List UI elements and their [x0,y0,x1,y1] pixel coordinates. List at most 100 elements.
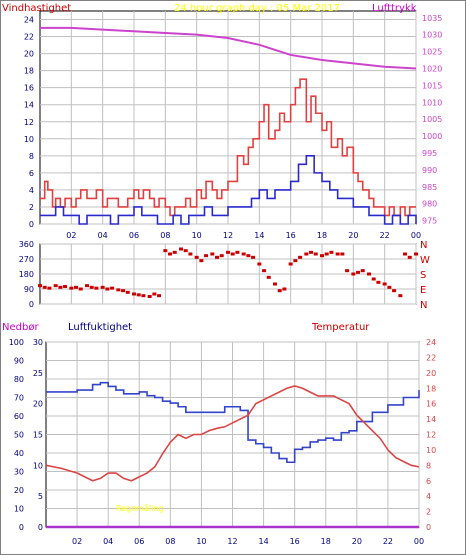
direction-point [58,285,63,289]
direction-point [199,259,204,263]
direction-point [125,290,130,294]
direction-point [168,252,173,256]
wind-speed-tick: 12 [24,118,34,127]
wind-time-tick: 16 [286,231,296,240]
wind-time-tick: 20 [348,231,358,240]
compass-label: N [420,300,427,311]
direction-point [42,285,47,289]
direction-point [277,289,282,293]
wind-speed-axis-label: Vindhastighet [2,3,71,14]
compass-label: E [420,285,426,296]
temperature-tick: 14 [426,415,436,424]
direction-point [210,252,215,256]
nedbor-tick: 100 [9,338,24,347]
direction-point [85,284,89,288]
direction-point [313,252,318,256]
wind-time-tick: 22 [380,231,390,240]
pressure-axis-label: Lufttrykk [372,3,417,14]
nedbor-tick: 80 [14,375,24,384]
direction-point [262,269,267,273]
direction-point [204,254,209,258]
direction-point [351,272,356,276]
direction-point [367,272,371,276]
wind-speed-tick: 24 [24,16,34,25]
wind-speed-tick: 4 [29,186,34,195]
nedbor-tick: 40 [14,449,24,458]
humidity-time-tick: 10 [196,537,206,546]
direction-point [257,262,262,266]
direction-degree-tick: 180 [19,270,34,279]
pressure-tick: 1030 [422,31,442,40]
nedbor-tick: 60 [14,412,24,421]
direction-point [105,287,110,291]
direction-point [324,252,329,256]
pressure-ticks: 975 980 985 990 995 1000 1005 1010 1015 1020 1025 1… [422,14,442,226]
wind-speed-tick: 14 [24,101,34,110]
direction-degree-ticks: 0 90 180 270 360 [19,240,34,309]
humidity-time-tick: 00 [414,537,424,546]
nedbor-tick: 90 [14,357,24,366]
direction-point [392,289,397,293]
pressure-tick: 1025 [422,48,442,57]
temperature-tick: 20 [426,369,436,378]
wind-speed-tick: 2 [29,203,34,212]
nedbor-ticks: 0 10 20 30 40 50 60 70 80 90 100 [9,338,24,532]
humidity-time-tick: 14 [258,537,268,546]
direction-point [172,250,177,254]
chart-title: 24 hour graph day : 05 Mar 2017 [174,3,340,14]
pressure-tick: 1010 [422,98,442,107]
direction-point [246,254,251,258]
pressure-tick: 1005 [422,115,442,124]
pressure-tick: 975 [422,217,437,226]
rain-tick: 25 [33,369,43,378]
wind-speed-tick: 10 [24,135,34,144]
rain-tick: 15 [33,431,43,440]
direction-point [141,294,146,298]
direction-point [241,252,246,256]
pressure-tick: 1015 [422,81,442,90]
direction-point [116,288,121,292]
direction-point [219,254,224,258]
wind_gust-line [40,78,416,217]
wind-speed-tick: 20 [24,50,34,59]
direction-point [47,286,52,290]
wind-speed-tick: 16 [24,84,34,93]
direction-point [121,289,126,293]
nedbor-tick: 0 [19,523,24,532]
direction-point [382,282,387,286]
wind-time-ticks: 02 04 06 08 10 12 14 16 18 20 22 00 [66,231,421,240]
pressure-tick: 1000 [422,132,442,141]
humidity-time-tick: 16 [290,537,300,546]
direction-point [163,249,168,253]
direction-point [230,252,235,256]
temperature-tick: 0 [426,523,431,532]
humidity-axis-label: Luftfuktighet [68,322,132,333]
direction-point [69,286,74,290]
wind-time-tick: 12 [223,231,233,240]
direction-point [188,252,193,256]
direction-point [376,280,381,284]
direction-point [288,262,293,266]
direction-point [371,277,376,281]
humidity-time-tick: 20 [352,537,362,546]
direction-point [53,284,58,288]
temperature-tick: 16 [426,400,436,409]
direction-point [329,250,334,254]
wind-speed-tick: 22 [24,33,34,42]
nedbor-tick: 50 [14,431,24,440]
direction-point [273,282,277,286]
temperature-tick: 4 [426,492,431,501]
temperature-axis-label: Temperatur [311,322,370,333]
temperature-tick: 18 [426,384,436,393]
direction-point [226,250,230,254]
temperature-tick: 10 [426,446,436,455]
direction-point [183,249,188,253]
direction-point [132,292,136,296]
direction-point [356,270,361,274]
direction-point [251,255,256,259]
humidity-time-tick: 06 [134,537,144,546]
